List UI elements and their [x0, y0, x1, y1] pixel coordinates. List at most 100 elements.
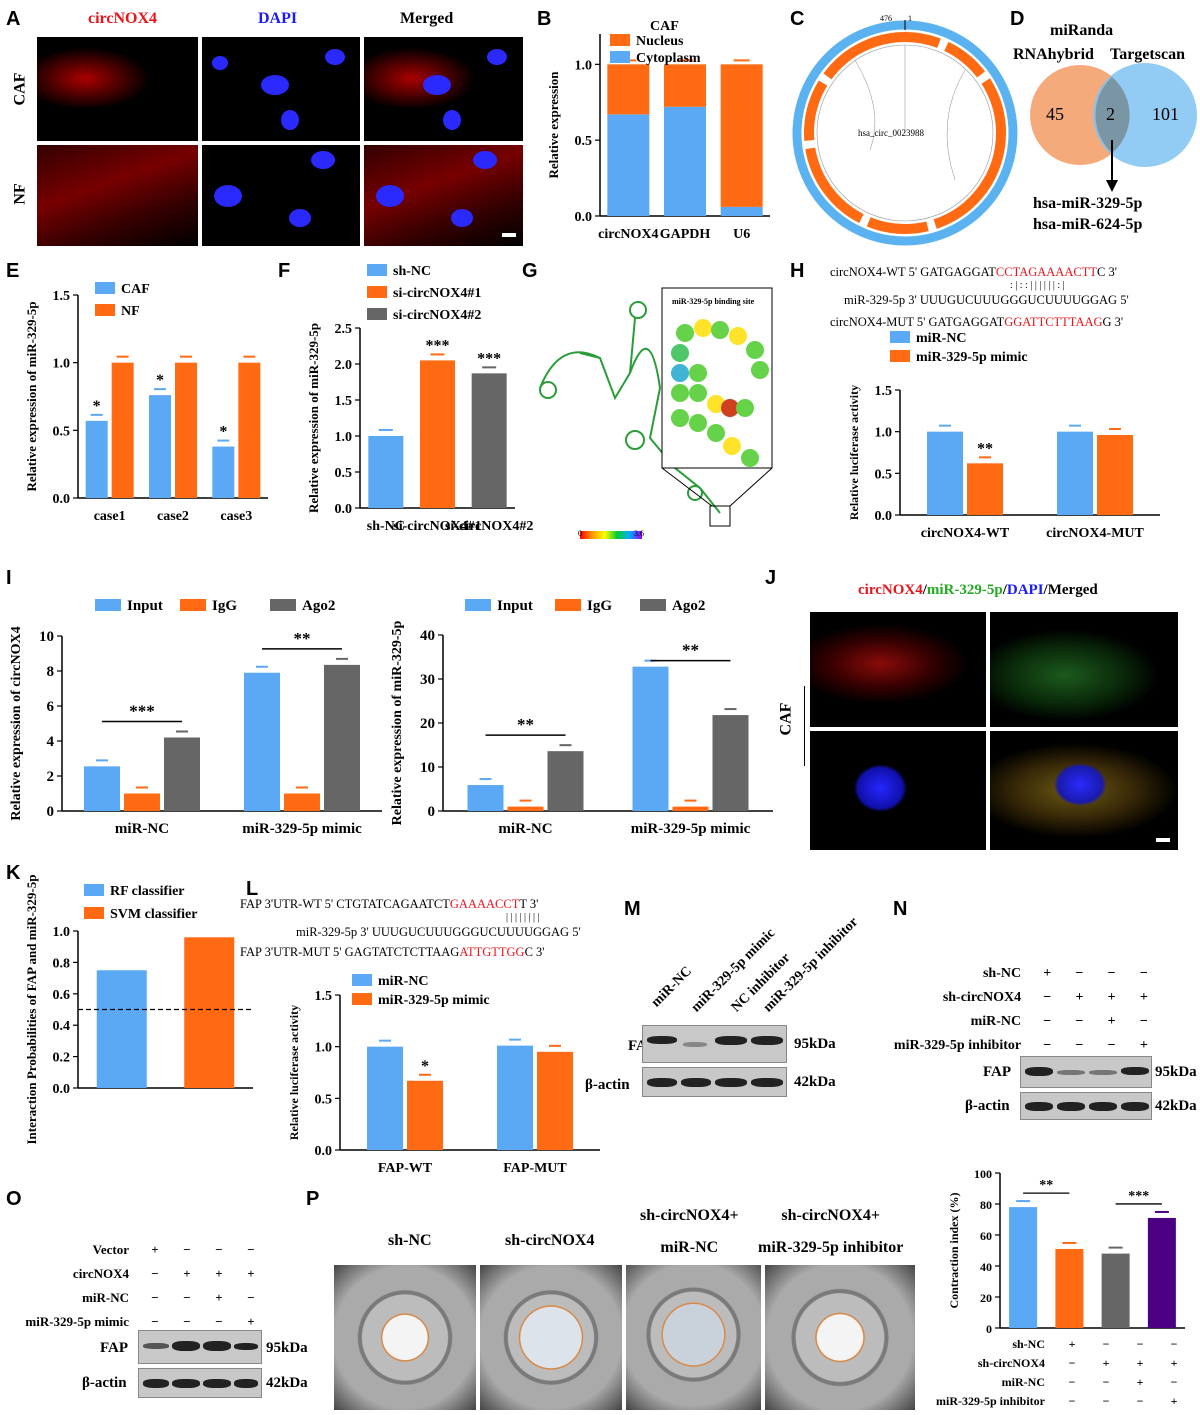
l-seq-mut-red: ATTGTTGG — [459, 945, 525, 959]
y-tick-label: 2.0 — [335, 358, 353, 373]
d-result-2: hsa-miR-624-5p — [1033, 216, 1143, 233]
condition-sign: − — [151, 1314, 159, 1329]
circos-plot-c — [792, 20, 1018, 246]
y-tick-label: 10 — [420, 760, 435, 776]
condition-sign: − — [1068, 1394, 1076, 1408]
y-tick-label: 2 — [47, 769, 55, 785]
h-seq-mir-pre: 3' UUUGUCUUUGGGUCUUUUGGAG 5' — [908, 293, 1129, 307]
y-tick-label: 8 — [47, 664, 55, 680]
condition-name: sh-circNOX4 — [942, 990, 1022, 1005]
significance-mark: ** — [517, 715, 534, 734]
l-seq-wt-post: T 3' — [519, 897, 539, 911]
a-nuclei-overlay — [212, 49, 516, 237]
l-seq-mut-post: C 3' — [524, 945, 545, 959]
condition-row: sh-circNOX4 − + + + — [860, 986, 1160, 1010]
legend-label: CAF — [121, 282, 150, 297]
panel-label-a: A — [6, 8, 21, 30]
bar — [284, 793, 320, 811]
l-seq-wt-red: GAAAACCT — [449, 897, 520, 911]
condition-sign: − — [1075, 1014, 1084, 1029]
condition-sign: − — [1043, 1038, 1052, 1053]
condition-sign: − — [183, 1242, 191, 1257]
j-micrograph-green — [990, 612, 1178, 727]
bar — [407, 1080, 443, 1150]
x-tick-label: circNOX4-MUT — [1046, 526, 1144, 541]
bar — [720, 206, 763, 216]
significance-mark: ** — [294, 629, 311, 648]
o-blot-fap — [138, 1330, 262, 1364]
condition-row: miR-329-5p inhibitor − − − + — [860, 1034, 1160, 1058]
y-axis-label: Relative expression of miR-329-5p — [24, 301, 39, 491]
condition-sign: − — [1102, 1375, 1110, 1389]
n-row-fap: FAP — [983, 1064, 1012, 1080]
y-tick-label: 0.5 — [315, 1092, 333, 1107]
bar — [111, 362, 134, 498]
legend-label: Cytoplasm — [636, 51, 701, 66]
y-tick-label: 0.5 — [53, 424, 71, 439]
legend-swatch — [890, 350, 910, 362]
condition-sign: − — [1136, 1394, 1144, 1408]
significance-mark: *** — [477, 350, 501, 367]
x-tick-label: sh-NC — [367, 519, 405, 534]
chart-e: 0.0 0.5 1.0 1.5 Relative expression of miR-3… — [24, 282, 268, 524]
h-seq-mut-post: G 3' — [1102, 315, 1124, 329]
condition-sign: + — [151, 1242, 159, 1257]
bar — [607, 114, 650, 216]
significance-mark: ** — [1039, 1178, 1053, 1193]
condition-sign: − — [1139, 1014, 1148, 1029]
y-axis-label: Relative luciferase activity — [847, 385, 861, 520]
j-divider — [804, 686, 805, 766]
h-seq-mut-pre: 5' GATGAGGAT — [916, 315, 1005, 329]
n-row-actin: β-actin — [965, 1098, 1010, 1114]
h-seq-wt-pre: 5' GATGAGGAT — [908, 265, 996, 279]
a-micrograph-caf-circnox4 — [37, 37, 198, 141]
n-condition-table: sh-NC + − − − sh-circNOX4− + + + miR-NC − − + − miR-32… — [860, 962, 1160, 1058]
bar — [467, 785, 504, 811]
bar — [1101, 1253, 1130, 1328]
y-tick-label: 20 — [420, 716, 435, 732]
legend-label: miR-NC — [378, 974, 429, 989]
condition-sign: − — [247, 1242, 255, 1257]
chart-k: 0.0 0.2 0.4 0.6 0.8 1.0 Interaction Probabilit… — [24, 875, 253, 1145]
legend-label: si-circNOX4#1 — [393, 286, 481, 301]
condition-sign: − — [183, 1290, 191, 1305]
panel-label-n: N — [893, 898, 908, 920]
bar — [367, 1046, 403, 1150]
y-tick-label: 1.0 — [875, 426, 893, 441]
x-tick-label: miR-NC — [498, 821, 552, 837]
legend-label: Input — [127, 598, 163, 614]
panel-label-d: D — [1010, 8, 1025, 30]
chart-i2: 0 10 20 30 40 Relative expression of miR-329-… — [390, 598, 773, 837]
l-seq-wt-name: FAP 3'UTR-WT — [240, 897, 322, 911]
x-tick-label: circNOX4-WT — [921, 526, 1010, 541]
y-tick-label: 20 — [980, 1291, 992, 1305]
legend-swatch — [84, 884, 104, 896]
significance-mark: *** — [129, 702, 155, 721]
y-tick-label: 0.2 — [53, 1051, 71, 1066]
g-scale-max: 3.6 — [634, 529, 644, 538]
c-top-right: 1 — [908, 14, 912, 23]
j-title-sep1: / — [922, 582, 927, 598]
y-tick-label: 10 — [39, 629, 54, 645]
panel-label-p: P — [306, 1188, 320, 1210]
y-tick-label: 0.0 — [575, 210, 593, 225]
condition-name: miR-NC — [1001, 1375, 1045, 1389]
condition-sign: + — [183, 1266, 191, 1281]
legend-label: Ago2 — [302, 598, 335, 614]
bar — [1057, 431, 1093, 515]
condition-row: miR-NC − − + − — [925, 1373, 1195, 1392]
panel-label-c: C — [790, 8, 805, 30]
l-seq-mut-pre: 5' GAGTATCTCTTAAG — [333, 945, 460, 959]
condition-sign: + — [247, 1266, 255, 1281]
h-sequences: circNOX4-WT 5' GATGAGGATCCTAGAAAACTTC 3'… — [830, 263, 1129, 331]
y-tick-label: 0.5 — [335, 466, 353, 481]
x-tick-label: si-circNOX4#1 — [393, 519, 481, 534]
j-title-circnox4: circNOX4 — [858, 582, 923, 598]
y-tick-label: 0.5 — [875, 467, 893, 482]
chart-b: 0.0 0.5 1.0 Relative expression CAF circNOX4 G… — [546, 19, 770, 242]
bar — [664, 106, 706, 216]
h-seq-wt-post: C 3' — [1096, 265, 1117, 279]
condition-row: circNOX4 − + + + — [4, 1262, 269, 1286]
a-col-merged: Merged — [400, 10, 454, 27]
